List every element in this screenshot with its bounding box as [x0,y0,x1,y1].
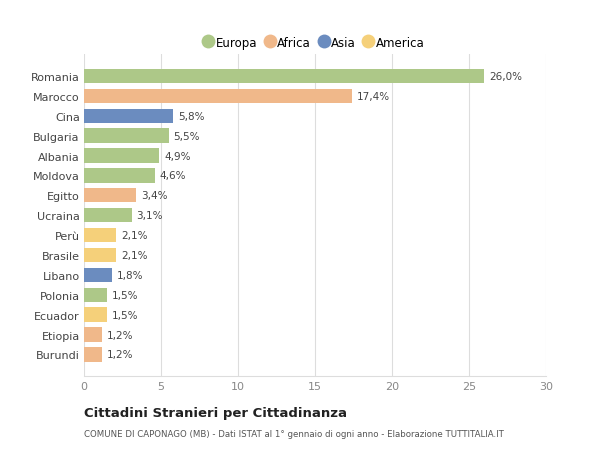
Bar [84,347,103,362]
Text: 1,8%: 1,8% [116,270,143,280]
Text: 17,4%: 17,4% [356,92,390,101]
Bar [84,189,136,203]
Text: 2,1%: 2,1% [121,251,148,260]
Bar [84,129,169,144]
Bar [84,308,107,322]
Bar [84,288,107,302]
Text: 5,5%: 5,5% [173,131,200,141]
Bar [84,229,116,243]
Text: 1,5%: 1,5% [112,310,138,320]
Text: 2,1%: 2,1% [121,230,148,241]
Text: 4,6%: 4,6% [160,171,186,181]
Bar [84,248,116,263]
Bar [84,149,160,163]
Text: COMUNE DI CAPONAGO (MB) - Dati ISTAT al 1° gennaio di ogni anno - Elaborazione T: COMUNE DI CAPONAGO (MB) - Dati ISTAT al … [84,429,504,438]
Text: 5,8%: 5,8% [178,112,205,122]
Bar [84,268,112,282]
Bar [84,208,132,223]
Text: 1,2%: 1,2% [107,330,134,340]
Text: 3,1%: 3,1% [136,211,163,221]
Bar [84,328,103,342]
Text: 1,5%: 1,5% [112,290,138,300]
Text: 3,4%: 3,4% [141,191,167,201]
Bar [84,109,173,123]
Legend: Europa, Africa, Asia, America: Europa, Africa, Asia, America [200,32,430,55]
Text: 1,2%: 1,2% [107,350,134,359]
Bar [84,90,352,104]
Text: Cittadini Stranieri per Cittadinanza: Cittadini Stranieri per Cittadinanza [84,406,347,419]
Bar [84,169,155,183]
Text: 4,9%: 4,9% [164,151,191,161]
Text: 26,0%: 26,0% [489,72,522,82]
Bar [84,70,484,84]
